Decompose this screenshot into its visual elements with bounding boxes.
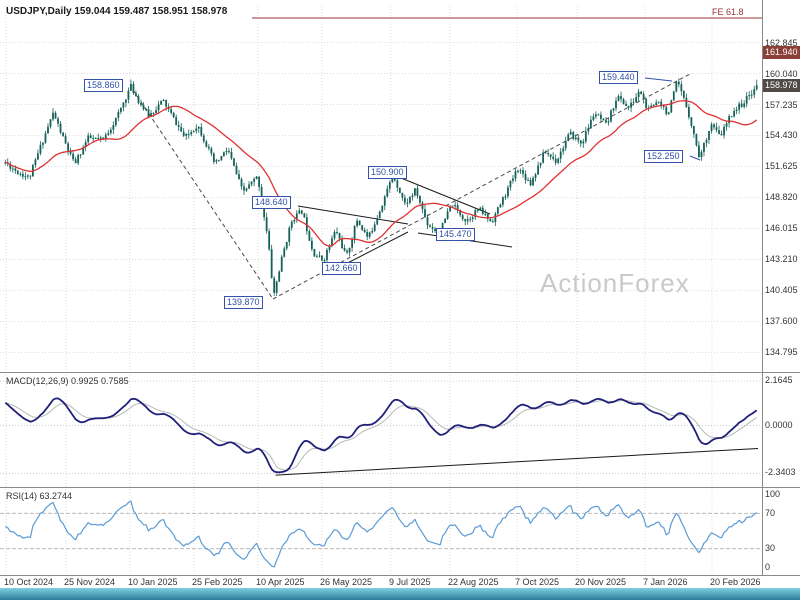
price-annotation[interactable]: 148.640	[252, 196, 291, 209]
price-annotation[interactable]: 152.250	[644, 150, 683, 163]
rsi-axis-value: 30	[765, 543, 776, 553]
watermark: ActionForex	[540, 268, 690, 298]
price-annotation[interactable]: 145.470	[436, 228, 475, 241]
chart-title: USDJPY,Daily 159.044 159.487 158.951 158…	[6, 6, 228, 17]
price-annotation[interactable]: 158.860	[84, 79, 123, 92]
price-annotation[interactable]: 142.660	[322, 262, 361, 275]
macd-axis-value: 2.1645	[765, 375, 793, 385]
price-annotation[interactable]: 139.870	[224, 296, 263, 309]
rsi-axis-value: 0	[765, 562, 771, 572]
current-price-badge: 158.978	[763, 79, 800, 92]
macd-indicator-label: MACD(12,26,9) 0.9925 0.7585	[6, 376, 129, 386]
rsi-axis-value: 100	[765, 489, 781, 499]
bottom-bar	[0, 588, 800, 600]
rsi-indicator-label: RSI(14) 63.2744	[6, 491, 73, 501]
fib-extension-label: FE 61.8	[712, 7, 744, 17]
target-price-badge: 161.940	[763, 46, 800, 59]
macd-axis-value: 0.0000	[765, 420, 793, 430]
macd-axis-value: -2.3403	[765, 467, 796, 477]
price-annotation[interactable]: 159.440	[599, 71, 638, 84]
rsi-axis-value: 70	[765, 508, 776, 518]
price-annotation[interactable]: 150.900	[368, 166, 407, 179]
